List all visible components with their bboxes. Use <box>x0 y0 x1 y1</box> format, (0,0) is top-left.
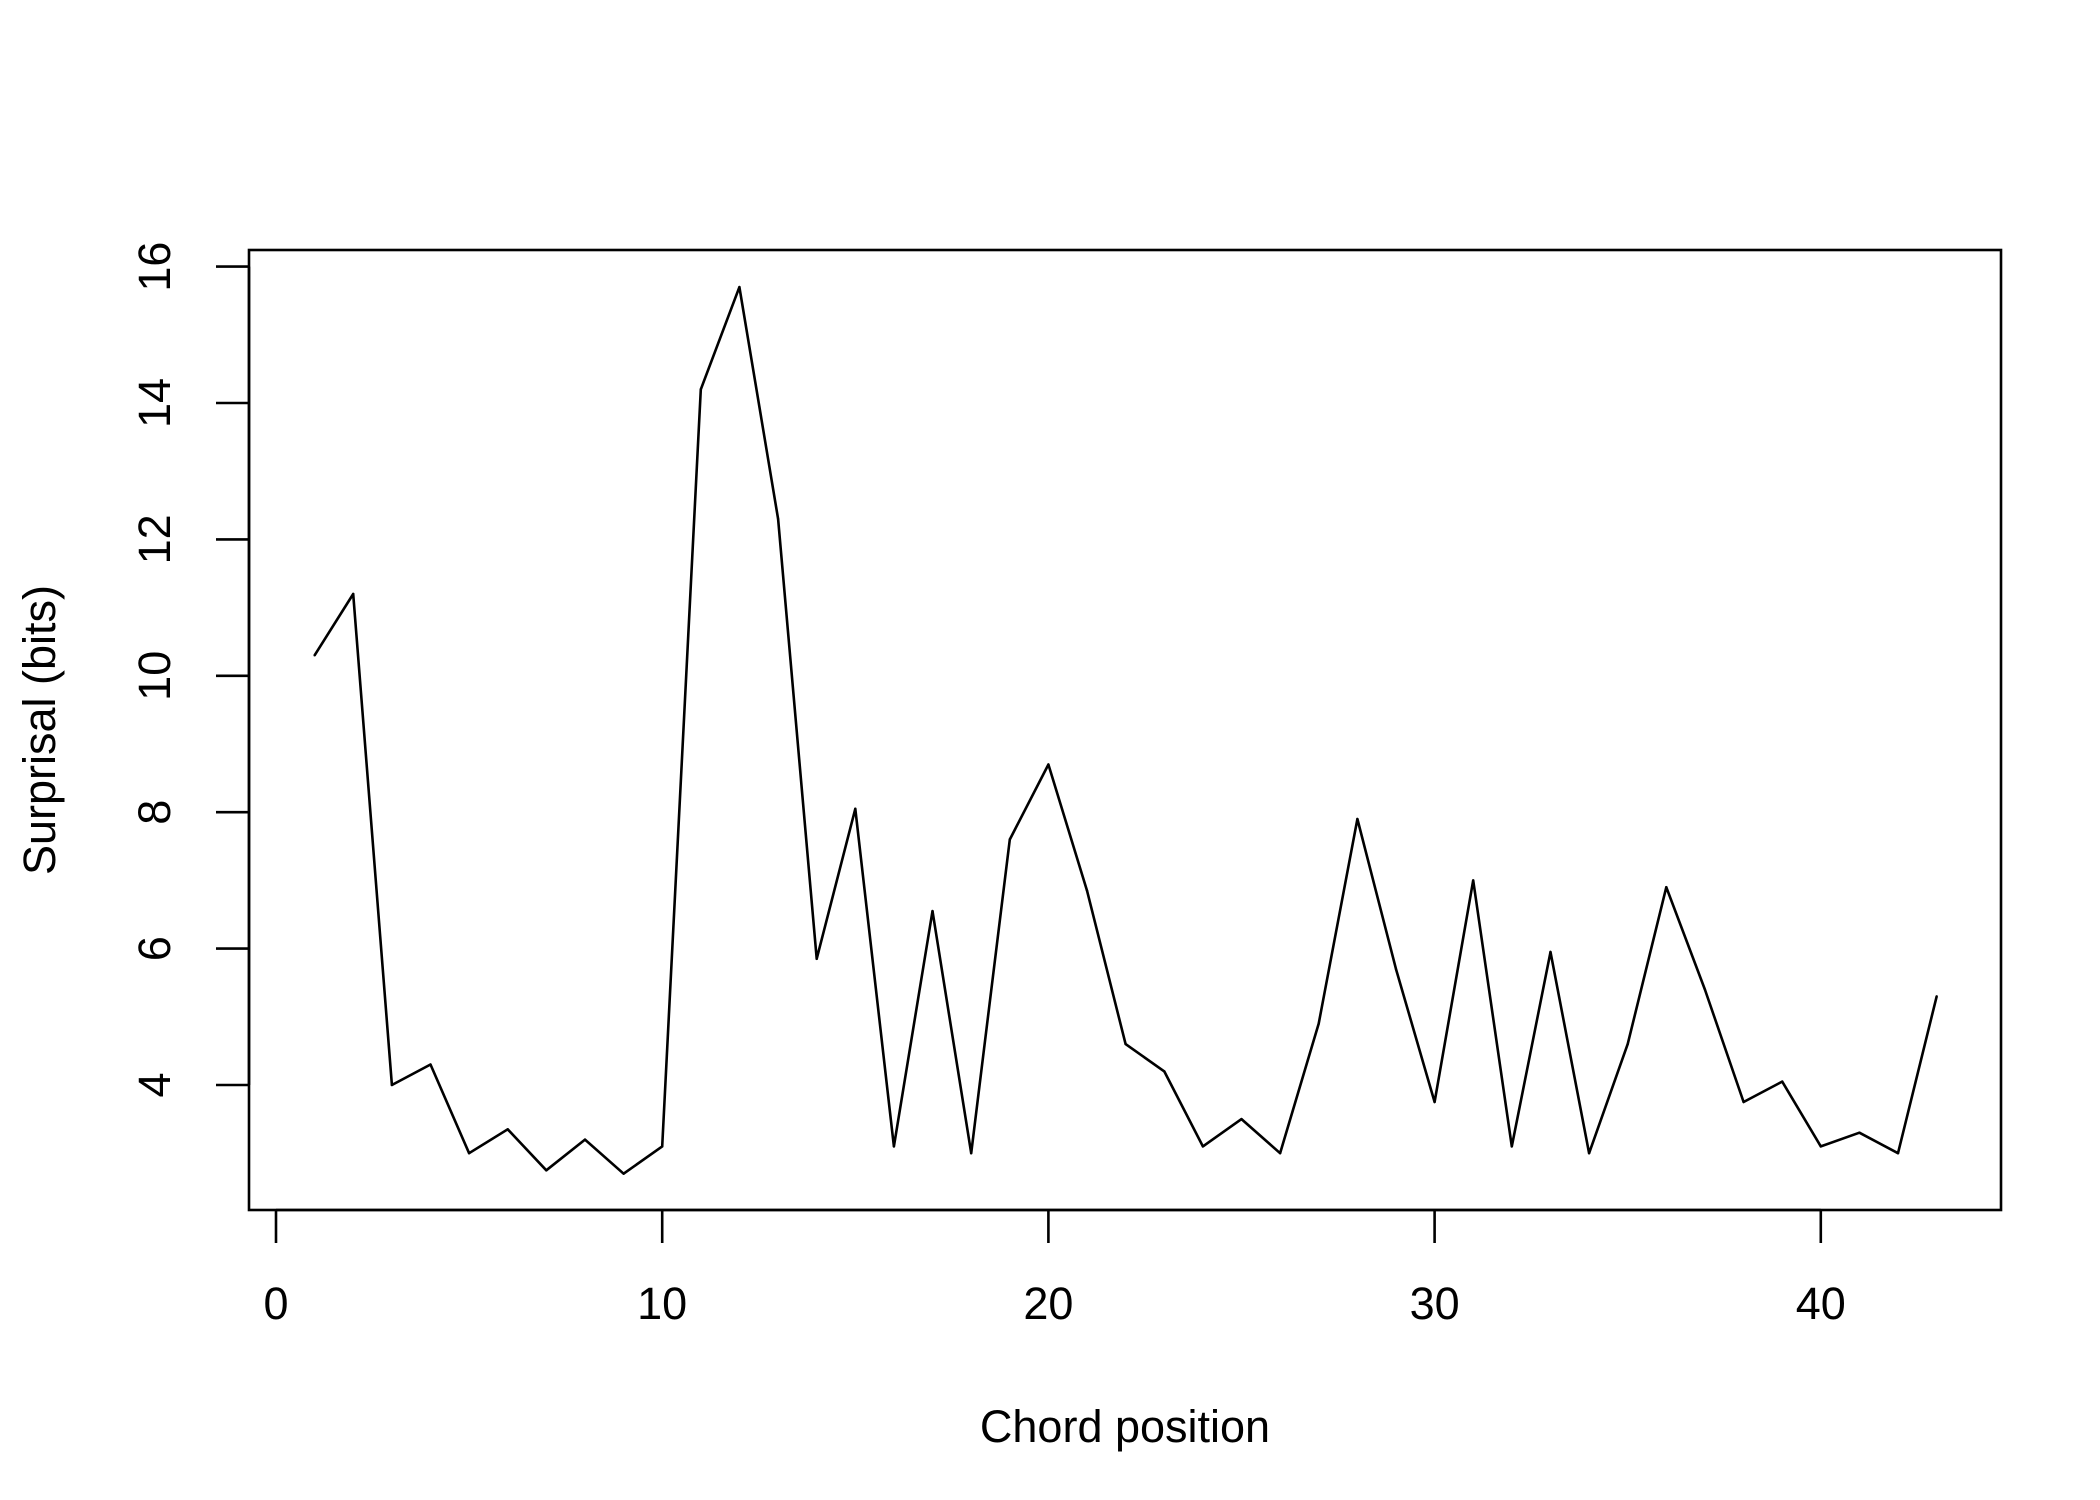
data-point <box>506 1128 509 1131</box>
data-point <box>854 807 857 810</box>
plot-frame <box>247 248 2003 1212</box>
data-point <box>1780 1080 1784 1083</box>
data-point <box>1317 1022 1320 1025</box>
surprisal-series-line <box>313 285 1938 1175</box>
y-axis-title: Surprisal (bits) <box>14 585 65 875</box>
data-point <box>969 1152 973 1155</box>
data-point <box>1587 1152 1591 1155</box>
data-point <box>699 388 703 391</box>
x-tick-label: 40 <box>1796 1278 1846 1329</box>
data-point <box>1240 1117 1243 1121</box>
x-tick-label: 30 <box>1410 1278 1460 1329</box>
data-point <box>1085 889 1089 892</box>
data-point <box>1896 1152 1900 1155</box>
y-tick-label: 16 <box>129 242 180 292</box>
data-point <box>815 957 818 961</box>
data-point <box>1819 1145 1823 1148</box>
data-point <box>1549 950 1552 954</box>
data-point <box>1356 817 1359 821</box>
data-point <box>622 1172 625 1175</box>
y-axis: 4 6 8 10 12 14 16 <box>129 242 251 1098</box>
data-point <box>1433 1100 1436 1104</box>
data-point <box>892 1145 896 1148</box>
data-point <box>1626 1042 1629 1046</box>
data-point <box>429 1063 432 1066</box>
data-point <box>583 1138 587 1141</box>
y-tick-label: 14 <box>129 378 180 428</box>
data-point <box>1510 1145 1514 1148</box>
data-point <box>1472 879 1475 882</box>
data-point <box>545 1169 548 1172</box>
data-point <box>352 592 355 596</box>
data-point <box>1163 1070 1166 1073</box>
data-point <box>1047 763 1050 766</box>
data-point <box>1278 1152 1282 1155</box>
data-point <box>390 1083 394 1087</box>
data-point <box>1665 886 1668 889</box>
y-tick-label: 4 <box>129 1072 180 1097</box>
x-tick-label: 0 <box>263 1278 288 1329</box>
data-point <box>1703 988 1707 991</box>
data-point <box>1935 995 1938 998</box>
data-point <box>931 909 934 913</box>
series-points <box>313 285 1938 1175</box>
data-point <box>467 1152 471 1155</box>
y-tick-label: 10 <box>129 651 180 701</box>
x-tick-label: 10 <box>637 1278 687 1329</box>
data-point <box>738 285 741 289</box>
data-point <box>313 654 316 657</box>
x-axis-title: Chord position <box>980 1401 1270 1452</box>
y-tick-label: 12 <box>129 514 180 564</box>
data-point <box>661 1145 664 1148</box>
x-tick-label: 20 <box>1023 1278 1073 1329</box>
data-point <box>1008 838 1011 841</box>
data-point <box>1201 1145 1205 1148</box>
x-axis: 0 10 20 30 40 <box>263 1208 1846 1329</box>
data-point <box>1742 1100 1745 1104</box>
data-point <box>776 517 780 521</box>
y-tick-label: 6 <box>129 936 180 961</box>
data-point <box>1858 1131 1861 1134</box>
data-point <box>1124 1042 1127 1046</box>
data-point <box>1394 967 1398 971</box>
y-tick-label: 8 <box>129 800 180 825</box>
